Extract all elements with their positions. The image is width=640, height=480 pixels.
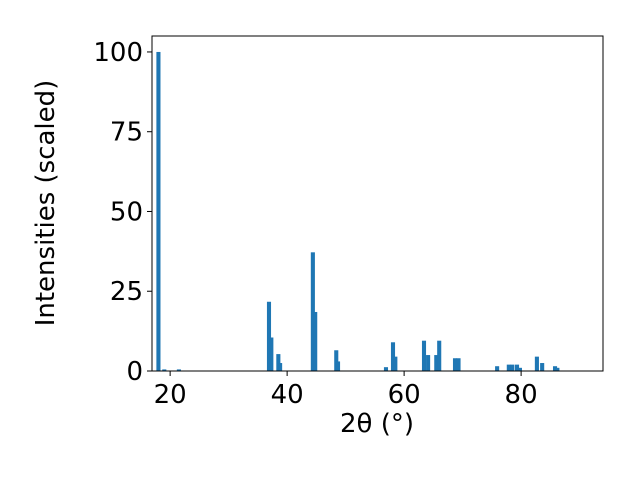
bar <box>162 369 167 371</box>
bar <box>334 350 339 371</box>
bar <box>456 358 461 371</box>
bar <box>514 364 520 371</box>
bar <box>335 361 341 371</box>
bar <box>156 51 161 371</box>
bar <box>176 369 181 371</box>
y-tick-label: 25 <box>110 277 143 307</box>
x-tick-label: 20 <box>154 380 187 410</box>
bar <box>276 354 281 371</box>
y-tick-label: 75 <box>110 118 143 148</box>
bar <box>310 252 315 371</box>
bar <box>313 311 318 371</box>
bar <box>269 337 274 371</box>
bar <box>495 366 500 371</box>
bar <box>393 356 398 371</box>
plot-frame <box>151 35 604 372</box>
y-tick-label: 0 <box>126 357 143 387</box>
bar <box>510 364 515 371</box>
bar <box>383 367 389 371</box>
x-axis-label: 2θ (°) <box>340 409 414 439</box>
y-axis-label: Intensities (scaled) <box>31 80 61 327</box>
bar <box>517 367 522 371</box>
bar <box>534 356 539 371</box>
bar <box>555 367 560 371</box>
y-tick-label: 100 <box>93 38 143 68</box>
bar <box>552 366 558 371</box>
x-tick-label: 80 <box>505 380 538 410</box>
bar <box>421 340 427 371</box>
x-tick-label: 60 <box>388 380 421 410</box>
bar <box>426 355 431 371</box>
bar <box>278 363 283 371</box>
bar <box>540 363 545 371</box>
x-tick-label: 40 <box>271 380 304 410</box>
bar <box>266 301 272 371</box>
bar <box>437 340 442 371</box>
bar <box>434 355 439 371</box>
bar <box>390 342 396 371</box>
y-tick-label: 50 <box>110 197 143 227</box>
bar <box>506 364 511 371</box>
bar <box>452 358 458 371</box>
